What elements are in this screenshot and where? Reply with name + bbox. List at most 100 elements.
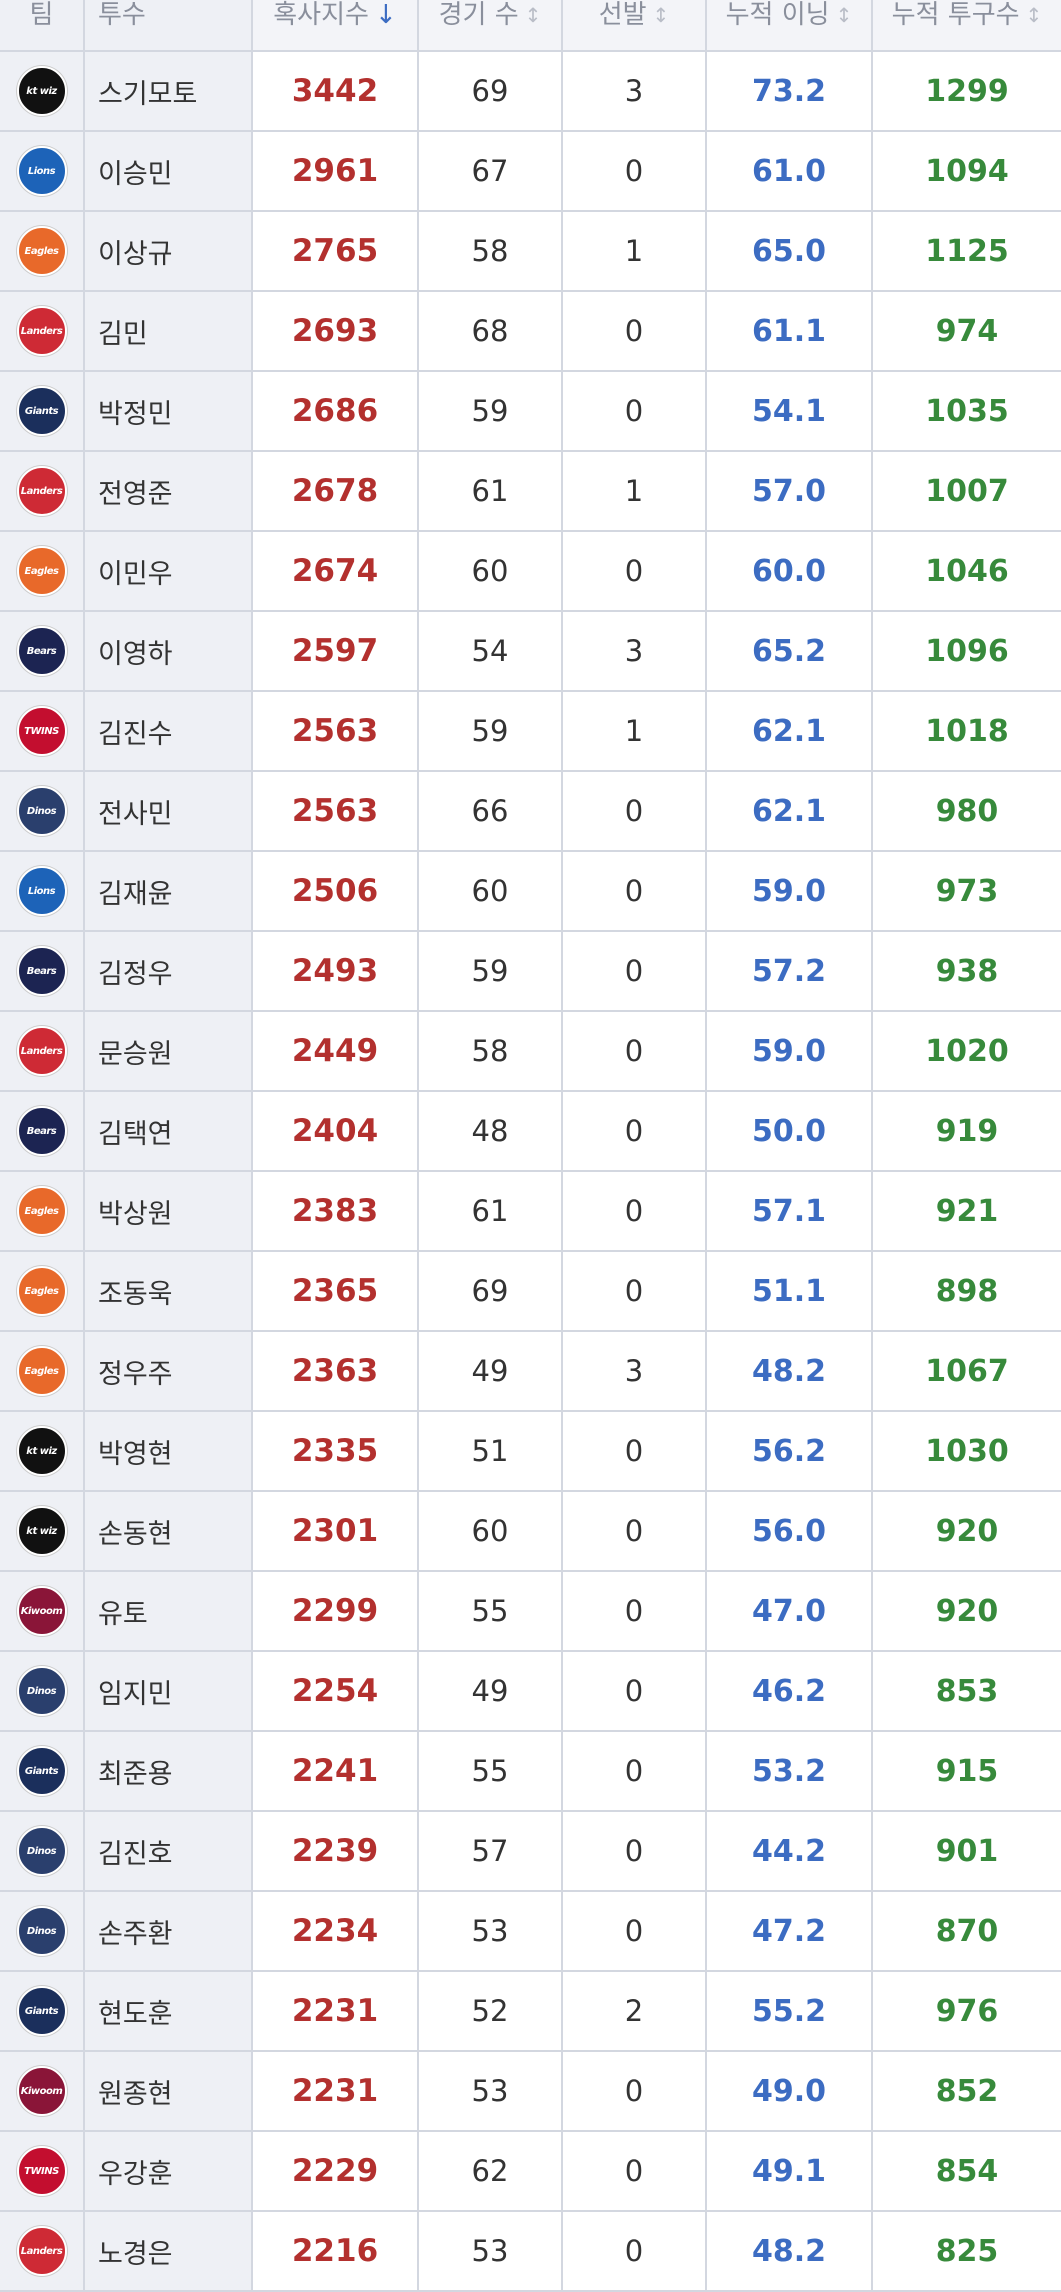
games-cell: 48 [419,1092,563,1170]
team-logo: Bears [16,946,67,996]
pitcher-name-cell: 전사민 [85,772,253,850]
abuse-index-cell: 2335 [253,1412,419,1490]
header-text: 투수 [98,0,146,30]
starts: 0 [624,1514,644,1548]
pitch-count-cell: 980 [873,772,1061,850]
team-cell: TWINS [0,2132,85,2210]
pitch-count: 825 [935,2233,999,2269]
pitcher-name-cell: 이영하 [85,612,253,690]
pitcher-name: 이상규 [98,238,173,270]
games: 69 [471,1274,509,1308]
team-logo: Dinos [16,1666,67,1716]
games: 52 [471,1994,509,2028]
header-cell[interactable]: 선발 ↕ [563,0,707,50]
innings-cell: 59.0 [707,852,873,930]
team-logo: Dinos [16,1826,67,1876]
header-cell[interactable]: 혹사지수 ↓ [253,0,419,50]
abuse-index-cell: 2299 [253,1572,419,1650]
abuse-index: 2563 [291,793,379,829]
header-cell[interactable]: 누적 투구수 ↕ [873,0,1061,50]
starts: 1 [624,474,644,508]
header-cell[interactable]: 투수 [85,0,253,50]
abuse-index-cell: 2365 [253,1252,419,1330]
team-logo: Eagles [16,1346,67,1396]
table-row: Landers 김민 2693 68 0 61.1 974 [0,292,1061,372]
pitcher-name: 정우주 [98,1358,173,1390]
pitcher-name-cell: 임지민 [85,1652,253,1730]
team-cell: Landers [0,452,85,530]
starts: 0 [624,1434,644,1468]
abuse-index-cell: 2301 [253,1492,419,1570]
team-cell: Eagles [0,1332,85,1410]
pitcher-name-cell: 유토 [85,1572,253,1650]
team-logo: Eagles [16,1186,67,1236]
pitch-count-cell: 920 [873,1492,1061,1570]
team-cell: Dinos [0,772,85,850]
pitcher-name-cell: 이민우 [85,532,253,610]
innings-cell: 62.1 [707,772,873,850]
pitcher-name-cell: 손동현 [85,1492,253,1570]
header-cell[interactable]: 경기 수 ↕ [419,0,563,50]
starts-cell: 0 [563,852,707,930]
pitcher-name: 김진호 [98,1838,173,1870]
pitch-count-cell: 1018 [873,692,1061,770]
header-text: 경기 수 [438,0,519,30]
pitcher-name-cell: 박영현 [85,1412,253,1490]
pitcher-name: 김재윤 [98,878,173,910]
table-row: Giants 최준용 2241 55 0 53.2 915 [0,1732,1061,1812]
innings-cell: 73.2 [707,52,873,130]
games: 58 [471,1034,509,1068]
games-cell: 53 [419,2052,563,2130]
header-cell[interactable]: 팀 [0,0,85,50]
team-cell: Eagles [0,1172,85,1250]
innings-cell: 61.0 [707,132,873,210]
pitch-count-cell: 1030 [873,1412,1061,1490]
abuse-index: 3442 [291,73,379,109]
pitcher-name: 이영하 [98,638,173,670]
games: 59 [471,714,509,748]
pitcher-name: 임지민 [98,1678,173,1710]
abuse-index-cell: 2234 [253,1892,419,1970]
pitch-count: 1046 [925,553,1009,589]
team-logo: Lions [16,866,67,916]
starts-cell: 0 [563,1092,707,1170]
team-logo: Giants [16,1746,67,1796]
innings: 60.0 [751,553,827,589]
pitch-count: 1007 [925,473,1009,509]
pitch-count-cell: 1096 [873,612,1061,690]
header-cell[interactable]: 누적 이닝 ↕ [707,0,873,50]
innings: 57.1 [751,1193,827,1229]
abuse-index-cell: 2363 [253,1332,419,1410]
starts-cell: 2 [563,1972,707,2050]
pitch-count-cell: 901 [873,1812,1061,1890]
pitcher-name-cell: 김진호 [85,1812,253,1890]
pitcher-name-cell: 스기모토 [85,52,253,130]
pitcher-name: 유토 [98,1598,148,1630]
team-cell: Eagles [0,212,85,290]
games-cell: 59 [419,372,563,450]
pitch-count: 1020 [925,1033,1009,1069]
pitch-count: 898 [935,1273,999,1309]
starts-cell: 0 [563,1652,707,1730]
abuse-index-cell: 2597 [253,612,419,690]
games-cell: 57 [419,1812,563,1890]
team-cell: Kiwoom [0,1572,85,1650]
games: 60 [471,1514,509,1548]
abuse-index-cell: 2231 [253,1972,419,2050]
pitcher-name: 원종현 [98,2078,173,2110]
abuse-index-cell: 2961 [253,132,419,210]
games: 60 [471,874,509,908]
pitch-count: 974 [935,313,999,349]
table-row: Landers 노경은 2216 53 0 48.2 825 [0,2212,1061,2292]
starts: 3 [624,74,644,108]
table-row: Bears 김택연 2404 48 0 50.0 919 [0,1092,1061,1172]
team-logo: kt wiz [16,66,67,116]
games: 53 [471,1914,509,1948]
team-logo: Landers [16,466,67,516]
pitch-count: 1030 [925,1433,1009,1469]
starts: 0 [624,2074,644,2108]
team-cell: Giants [0,1972,85,2050]
pitch-count: 852 [935,2073,999,2109]
table-row: Dinos 손주환 2234 53 0 47.2 870 [0,1892,1061,1972]
pitcher-name: 손주환 [98,1918,173,1950]
